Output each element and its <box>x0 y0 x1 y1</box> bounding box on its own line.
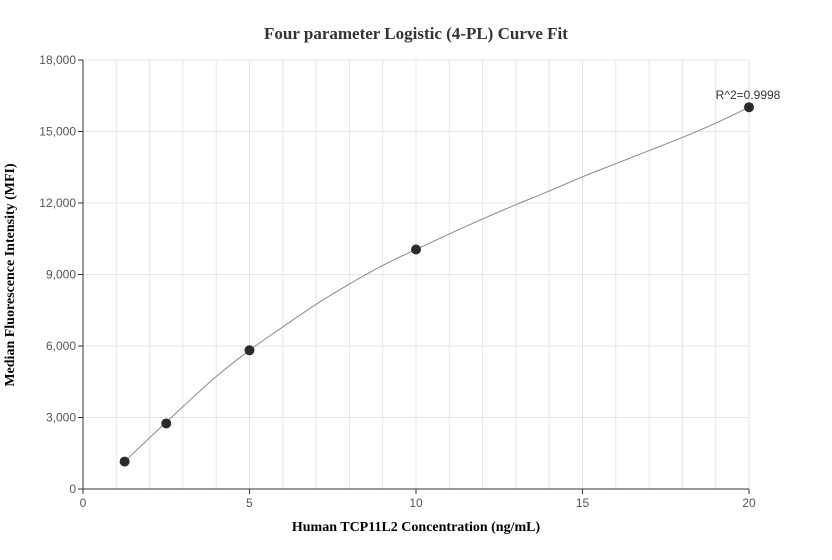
x-tick-label: 5 <box>246 496 253 510</box>
y-axis-title: Median Fluorescence Intensity (MFI) <box>3 163 18 387</box>
data-point <box>744 102 754 113</box>
x-tick-label: 15 <box>576 496 590 510</box>
y-tick-label: 9,000 <box>46 268 76 282</box>
y-tick-label: 12,000 <box>39 196 76 210</box>
data-point <box>119 456 130 467</box>
data-point <box>161 418 172 429</box>
y-tick-label: 0 <box>69 482 76 496</box>
r-squared-annotation: R^2=0.9998 <box>716 88 781 102</box>
data-point <box>411 244 421 255</box>
data-point <box>244 345 255 356</box>
chart-title: Four parameter Logistic (4-PL) Curve Fit <box>264 24 568 43</box>
y-tick-label: 3,000 <box>46 411 76 425</box>
x-tick-label: 20 <box>742 496 756 510</box>
grid <box>83 59 750 489</box>
y-tick-label: 6,000 <box>46 339 76 353</box>
data-points <box>119 102 754 467</box>
y-tick-label: 15,000 <box>39 125 76 139</box>
x-axis-title: Human TCP11L2 Concentration (ng/mL) <box>292 520 541 535</box>
fit-curve <box>124 106 750 462</box>
x-tick-label: 0 <box>80 496 87 510</box>
y-tick-label: 18,000 <box>39 53 76 67</box>
x-tick-label: 10 <box>409 496 423 510</box>
axes <box>78 59 750 494</box>
tick-labels: 0 3,000 6,000 9,000 12,000 15,000 18,000 0 5 10 15… <box>39 53 756 510</box>
